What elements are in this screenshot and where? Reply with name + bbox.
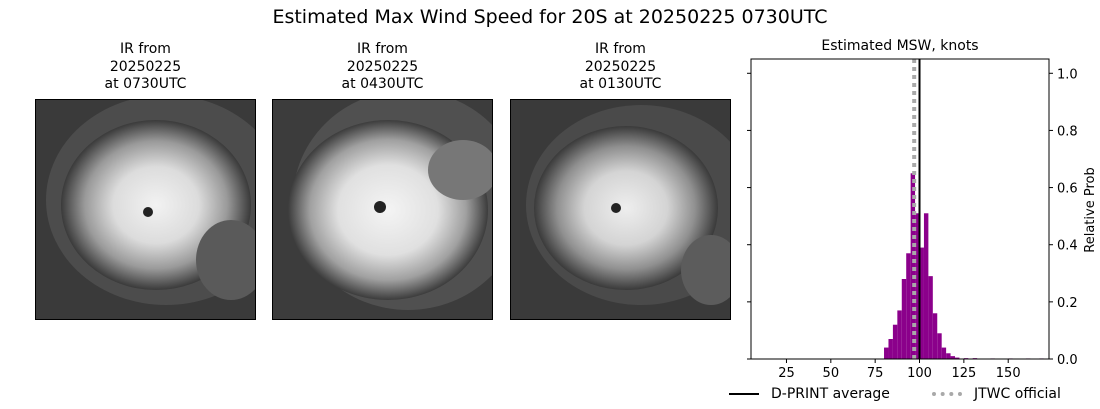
x-tick-label-25: 25 bbox=[778, 366, 795, 381]
ir-panel-3-line1: IR from bbox=[595, 41, 646, 57]
legend-item-jtwc: JTWC official bbox=[932, 386, 1061, 402]
y-tick-label-0.2: 0.2 bbox=[1057, 296, 1078, 311]
x-tick-label-125: 125 bbox=[951, 366, 976, 381]
ir-panel-3-time: at 0130UTC bbox=[579, 76, 662, 92]
chart-title: Estimated MSW, knots bbox=[821, 38, 978, 54]
histogram-bar-15 bbox=[950, 356, 955, 359]
y-tick-label-1: 1.0 bbox=[1057, 67, 1078, 82]
histogram-bar-12 bbox=[937, 333, 942, 359]
ir-panel-2-date: 20250225 bbox=[346, 58, 419, 75]
y-tick-label-0.6: 0.6 bbox=[1057, 182, 1078, 197]
x-tick-label-150: 150 bbox=[996, 366, 1021, 381]
histogram-bar-2 bbox=[892, 324, 898, 359]
x-ticks-layer: 25 50 75 100 125 150 bbox=[778, 359, 1021, 381]
histogram-bar-10 bbox=[928, 276, 933, 359]
ir-panel-title-2: IR from 20250225 at 0430UTC bbox=[272, 41, 493, 94]
y-axis-label: Relative Prob bbox=[1083, 167, 1098, 252]
y-tick-label-0: 0.0 bbox=[1057, 353, 1078, 368]
y-tick-label-0.4: 0.4 bbox=[1057, 239, 1078, 254]
histogram-bar-4 bbox=[901, 279, 907, 359]
legend-label-jtwc: JTWC official bbox=[974, 386, 1061, 402]
legend-item-dprint: D-PRINT average bbox=[729, 386, 890, 402]
histogram-bar-11 bbox=[932, 313, 938, 359]
x-tick-label-75: 75 bbox=[867, 366, 884, 381]
histogram-bar-9 bbox=[923, 213, 929, 359]
dprint-swatch bbox=[729, 393, 759, 395]
ir-panel-3-date: 20250225 bbox=[584, 58, 657, 75]
histogram-bar-14 bbox=[946, 353, 951, 359]
reference-lines-layer bbox=[912, 59, 921, 359]
histogram-bar-16 bbox=[954, 357, 960, 359]
ir-panel-title-1: IR from 20250225 at 0730UTC bbox=[35, 41, 256, 94]
ir-panel-2-line1: IR from bbox=[357, 41, 408, 57]
x-tick-label-100: 100 bbox=[907, 366, 932, 381]
histogram-bar-7 bbox=[915, 213, 920, 359]
histogram-bar-8 bbox=[919, 247, 924, 359]
page-title: Estimated Max Wind Speed for 20S at 2025… bbox=[272, 6, 828, 28]
y-tick-label-0.8: 0.8 bbox=[1057, 124, 1078, 139]
ir-image-2 bbox=[272, 99, 493, 320]
legend-label-dprint: D-PRINT average bbox=[771, 386, 890, 402]
jtwc-swatch bbox=[932, 392, 962, 396]
histogram-bar-6 bbox=[910, 173, 916, 359]
ir-panel-title-3: IR from 20250225 at 0130UTC bbox=[510, 41, 731, 94]
ir-panel-1-line1: IR from bbox=[120, 41, 171, 57]
y-ticks-layer: 0.0 0.2 0.4 0.6 0.8 1.0 bbox=[747, 67, 1078, 368]
histogram-bar-0 bbox=[884, 347, 889, 359]
ir-panel-1-date: 20250225 bbox=[109, 58, 182, 75]
x-tick-label-50: 50 bbox=[823, 366, 840, 381]
bars-layer bbox=[884, 173, 1044, 359]
histogram-bar-5 bbox=[906, 253, 911, 359]
histogram-bar-1 bbox=[888, 339, 893, 359]
histogram-bar-3 bbox=[897, 310, 902, 359]
ir-panel-1-time: at 0730UTC bbox=[104, 76, 187, 92]
histogram-bar-13 bbox=[941, 347, 947, 359]
ir-image-3 bbox=[510, 99, 731, 320]
plot-frame bbox=[750, 58, 1050, 360]
ir-panel-2-time: at 0430UTC bbox=[341, 76, 424, 92]
ir-image-1 bbox=[35, 99, 256, 320]
